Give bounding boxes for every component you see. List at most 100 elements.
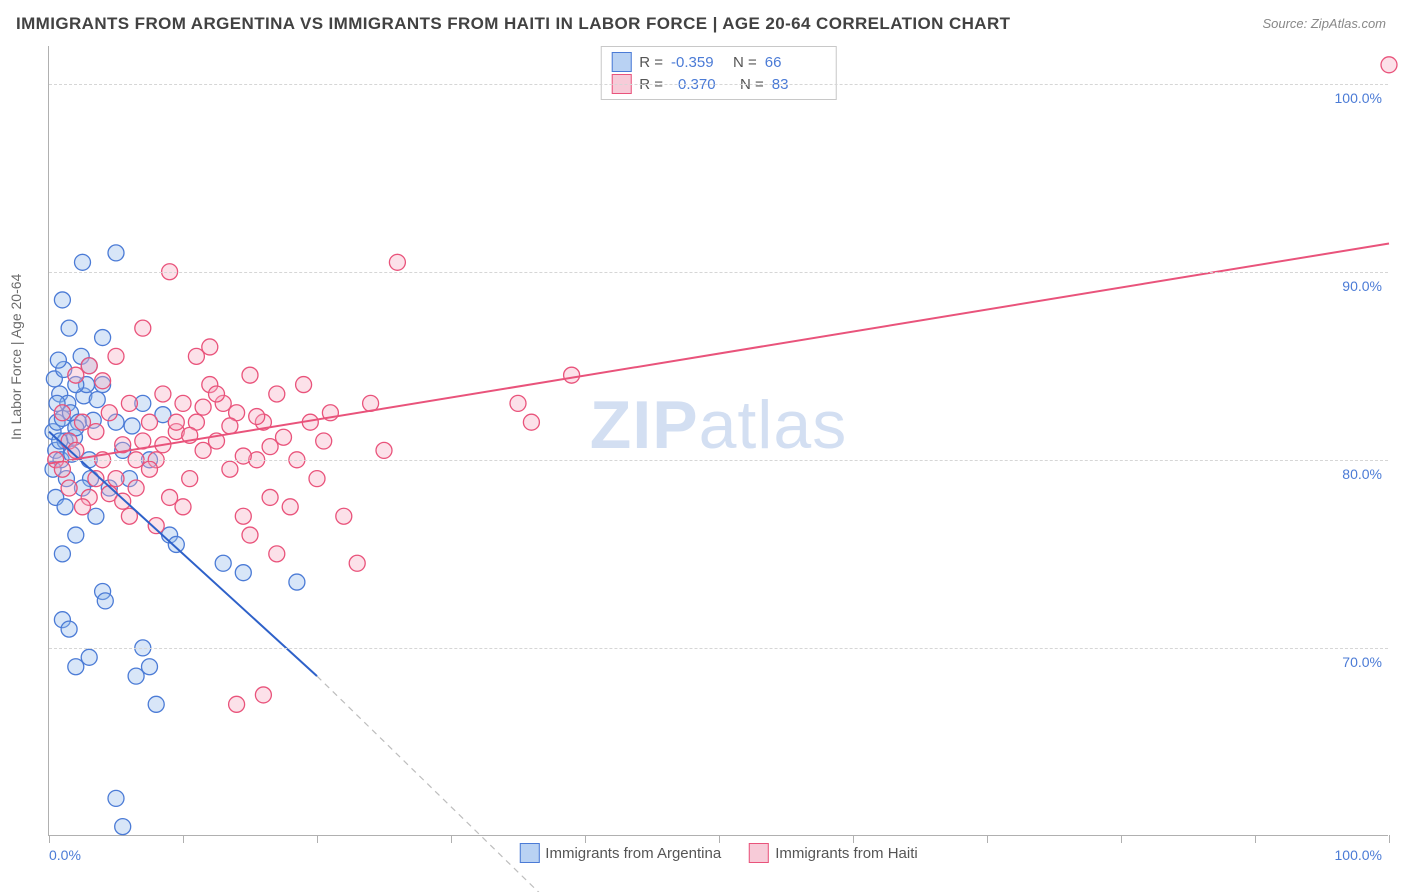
data-point (115, 819, 131, 835)
data-point (148, 696, 164, 712)
data-point (68, 367, 84, 383)
gridline-h (49, 648, 1388, 649)
data-point (68, 659, 84, 675)
data-point (135, 320, 151, 336)
legend-label-haiti: Immigrants from Haiti (775, 845, 918, 862)
data-point (564, 367, 580, 383)
x-tick (49, 835, 50, 843)
data-point (242, 367, 258, 383)
data-point (222, 418, 238, 434)
data-point (142, 659, 158, 675)
data-point (75, 414, 91, 430)
data-point (95, 373, 111, 389)
data-point (188, 348, 204, 364)
data-point (309, 471, 325, 487)
legend-label-argentina: Immigrants from Argentina (545, 845, 721, 862)
data-point (349, 555, 365, 571)
legend-swatch-haiti (749, 843, 769, 863)
data-point (209, 386, 225, 402)
x-max-label: 100.0% (1335, 847, 1382, 863)
x-tick (1389, 835, 1390, 843)
scatter-svg (49, 46, 1388, 835)
data-point (101, 405, 117, 421)
data-point (1381, 57, 1397, 73)
data-point (276, 429, 292, 445)
data-point (124, 418, 140, 434)
data-point (195, 399, 211, 415)
data-point (81, 649, 97, 665)
data-point (162, 489, 178, 505)
data-point (89, 392, 105, 408)
data-point (316, 433, 332, 449)
data-point (282, 499, 298, 515)
data-point (296, 377, 312, 393)
data-point (376, 442, 392, 458)
data-point (523, 414, 539, 430)
data-point (61, 320, 77, 336)
data-point (389, 254, 405, 270)
data-point (175, 395, 191, 411)
data-point (195, 442, 211, 458)
data-point (182, 471, 198, 487)
legend-item-haiti: Immigrants from Haiti (749, 843, 918, 863)
data-point (202, 339, 218, 355)
x-tick (987, 835, 988, 843)
data-point (54, 405, 70, 421)
y-tick-label: 80.0% (1342, 466, 1382, 482)
data-point (108, 348, 124, 364)
data-point (108, 790, 124, 806)
legend-bottom: Immigrants from Argentina Immigrants fro… (519, 843, 917, 863)
data-point (54, 292, 70, 308)
data-point (175, 499, 191, 515)
data-point (168, 414, 184, 430)
data-point (115, 493, 131, 509)
x-tick (451, 835, 452, 843)
data-point (54, 461, 70, 477)
data-point (75, 254, 91, 270)
x-tick (317, 835, 318, 843)
data-point (108, 471, 124, 487)
gridline-h (49, 272, 1388, 273)
data-point (142, 461, 158, 477)
y-axis-label: In Labor Force | Age 20-64 (8, 274, 24, 440)
data-point (128, 668, 144, 684)
legend-item-argentina: Immigrants from Argentina (519, 843, 721, 863)
data-point (249, 409, 265, 425)
data-point (68, 527, 84, 543)
x-tick (183, 835, 184, 843)
data-point (235, 448, 251, 464)
data-point (510, 395, 526, 411)
data-point (235, 508, 251, 524)
data-point (108, 245, 124, 261)
source-attribution: Source: ZipAtlas.com (1262, 16, 1386, 31)
data-point (81, 358, 97, 374)
data-point (269, 546, 285, 562)
data-point (336, 508, 352, 524)
x-tick (1121, 835, 1122, 843)
x-tick (853, 835, 854, 843)
data-point (121, 395, 137, 411)
data-point (262, 489, 278, 505)
data-point (222, 461, 238, 477)
data-point (255, 687, 271, 703)
data-point (155, 386, 171, 402)
data-point (269, 386, 285, 402)
data-point (50, 352, 66, 368)
x-tick (719, 835, 720, 843)
data-point (289, 574, 305, 590)
chart-title: IMMIGRANTS FROM ARGENTINA VS IMMIGRANTS … (16, 14, 1010, 34)
data-point (128, 480, 144, 496)
x-tick (1255, 835, 1256, 843)
data-point (168, 536, 184, 552)
y-tick-label: 70.0% (1342, 654, 1382, 670)
data-point (262, 439, 278, 455)
x-min-label: 0.0% (49, 847, 81, 863)
data-point (97, 593, 113, 609)
data-point (229, 696, 245, 712)
data-point (235, 565, 251, 581)
data-point (142, 414, 158, 430)
data-point (54, 546, 70, 562)
gridline-h (49, 460, 1388, 461)
data-point (95, 330, 111, 346)
legend-swatch-argentina (519, 843, 539, 863)
